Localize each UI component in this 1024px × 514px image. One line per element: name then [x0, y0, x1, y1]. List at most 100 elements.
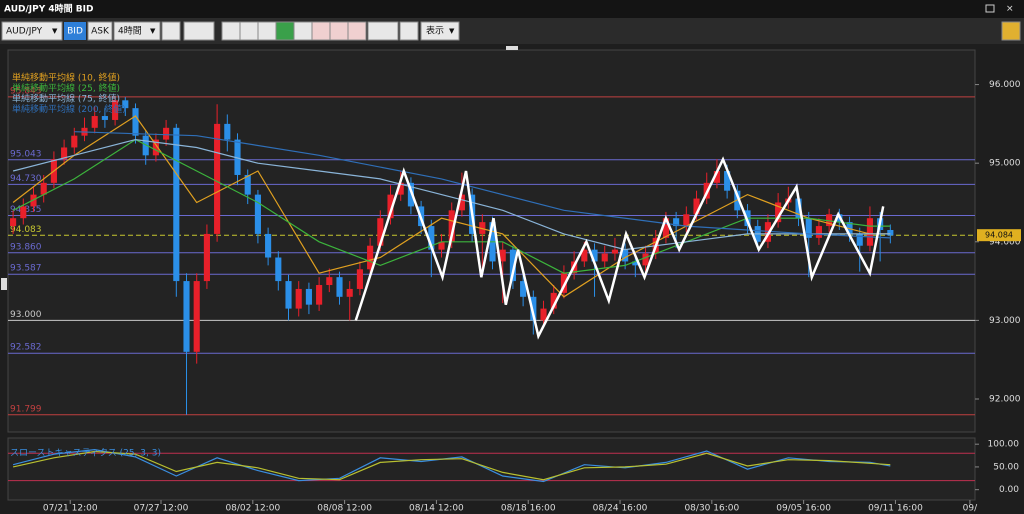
- candle-body: [173, 127, 180, 282]
- candle-body: [693, 198, 700, 215]
- candle-body: [591, 249, 598, 262]
- x-tick-label: 08/14 12:00: [409, 504, 464, 514]
- dropdown-arrow: ▼: [52, 27, 58, 35]
- candle-body: [10, 218, 17, 227]
- candle-body: [428, 226, 435, 250]
- ask-text: ASK: [91, 27, 110, 37]
- tool-button[interactable]: [293, 21, 313, 41]
- candle-body: [397, 182, 404, 195]
- candle-body: [560, 273, 567, 293]
- candle-body: [193, 281, 200, 352]
- level-label: 92.582: [10, 343, 42, 353]
- candle-body: [367, 245, 374, 270]
- tool-button[interactable]: [399, 21, 419, 41]
- zoom-in-button[interactable]: [221, 21, 241, 41]
- candle-body: [775, 202, 782, 223]
- candle-body: [275, 257, 282, 282]
- candle-body: [387, 194, 394, 219]
- title-bar: [0, 0, 1024, 18]
- candle-body: [244, 174, 251, 195]
- candle-body: [887, 229, 894, 236]
- chart-type-button[interactable]: [183, 21, 215, 41]
- timeframe-dropdown[interactable]: [113, 21, 161, 41]
- candle-body: [163, 127, 170, 140]
- tool-button[interactable]: [347, 21, 367, 41]
- y-tick-label: 95.000: [989, 159, 1021, 169]
- candle-body: [642, 253, 649, 266]
- stoch-line: [12, 450, 891, 481]
- legend-entry: 単純移動平均線 (25, 終値): [12, 82, 120, 94]
- moving-average: [12, 138, 891, 251]
- candle-body: [846, 222, 853, 234]
- candle-body: [622, 249, 629, 262]
- y-tick-label: 94.000: [989, 237, 1021, 247]
- display-dropdown[interactable]: [420, 21, 460, 41]
- x-tick-label: 07/27 12:00: [134, 504, 189, 514]
- display-text: 表示: [426, 25, 444, 37]
- x-tick-label: 09/05 16:00: [776, 504, 831, 514]
- candle-body: [71, 135, 78, 148]
- level-label: 94.083: [10, 225, 42, 235]
- x-tick-label: 08/02 12:00: [225, 504, 280, 514]
- candle-body: [540, 308, 547, 321]
- symbol-dropdown[interactable]: [1, 21, 63, 41]
- tool-button[interactable]: [329, 21, 349, 41]
- candle-body: [448, 210, 455, 242]
- candle-body: [438, 241, 445, 250]
- candle-body: [30, 194, 37, 207]
- candle-body: [346, 288, 353, 297]
- x-tick-label: 09/: [963, 504, 978, 514]
- candle-body: [336, 277, 343, 297]
- symbol-text: AUD/JPY: [6, 27, 43, 37]
- candle-body: [479, 222, 486, 234]
- candle-body: [265, 233, 272, 258]
- close-button[interactable]: ✕: [1006, 5, 1014, 15]
- candle-body: [122, 100, 129, 109]
- tool-button[interactable]: [311, 21, 331, 41]
- candle-body: [40, 182, 47, 195]
- stoch-tick-label: 50.00: [993, 462, 1019, 472]
- candle-body: [132, 108, 139, 136]
- candle-body: [203, 233, 210, 282]
- candle-body: [856, 233, 863, 246]
- candle-body: [509, 249, 516, 282]
- candle-body: [407, 182, 414, 207]
- bid-button[interactable]: [64, 22, 86, 40]
- maximize-button[interactable]: [985, 4, 995, 13]
- dropdown-arrow: ▼: [449, 27, 455, 35]
- candle-body: [662, 218, 669, 238]
- x-tick-label: 08/08 12:00: [317, 504, 372, 514]
- tool-button[interactable]: [161, 21, 181, 41]
- x-tick-label: 07/21 12:00: [43, 504, 98, 514]
- candle-body: [112, 100, 119, 120]
- candle-body: [632, 261, 639, 266]
- candle-body: [91, 116, 98, 128]
- candle-body: [826, 214, 833, 227]
- candle-body: [254, 194, 261, 234]
- stoch-line: [12, 448, 891, 483]
- bid-text: BID: [67, 27, 83, 37]
- stoch-tick-label: 100.00: [988, 440, 1020, 450]
- dropdown-arrow: ▼: [150, 27, 156, 35]
- candle-body: [520, 281, 527, 297]
- panel-handle[interactable]: [506, 46, 518, 50]
- tool-button[interactable]: [275, 21, 295, 41]
- settings-button[interactable]: [1001, 21, 1021, 41]
- timeframe-text: 4時間: [118, 26, 142, 37]
- y-tick-label: 96.000: [989, 80, 1021, 90]
- window-title: AUD/JPY 4時間 BID: [4, 3, 93, 15]
- tool-button[interactable]: [257, 21, 277, 41]
- level-label: 95.043: [10, 149, 42, 159]
- zoom-out-button[interactable]: [239, 21, 259, 41]
- draw-button[interactable]: [367, 21, 399, 41]
- candle-body: [305, 288, 312, 305]
- candle-body: [499, 249, 506, 262]
- ask-button[interactable]: [87, 21, 113, 41]
- candle-body: [152, 139, 159, 156]
- candle-body: [581, 249, 588, 262]
- moving-average: [12, 115, 891, 298]
- candle-body: [101, 116, 108, 120]
- side-handle[interactable]: [1, 278, 7, 290]
- level-label: 93.587: [10, 264, 42, 274]
- candle-body: [316, 285, 323, 305]
